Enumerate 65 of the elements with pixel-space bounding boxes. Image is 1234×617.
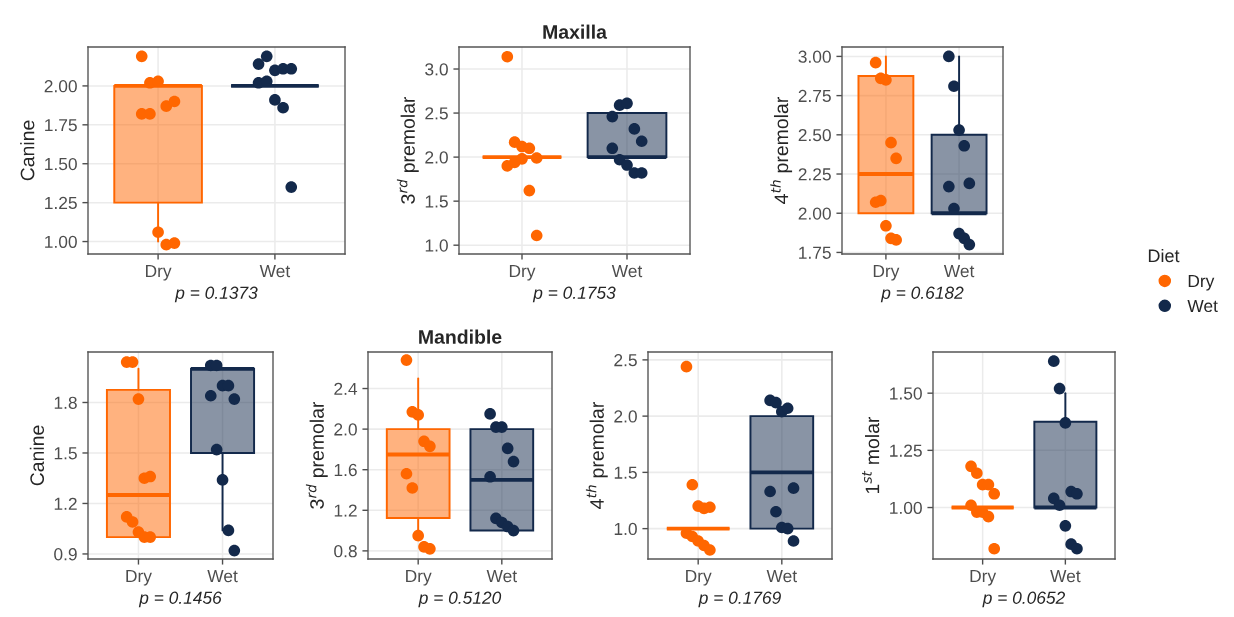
y-tick-label: 2.00 — [798, 207, 831, 220]
y-axis-title: Canine — [20, 120, 35, 181]
y-tick-label: 1.00 — [890, 501, 922, 514]
x-tick-label: Dry — [406, 570, 432, 586]
x-tick-label: Dry — [146, 265, 172, 281]
x-tick-label: Wet — [1050, 570, 1081, 583]
y-tick-label: 1.2 — [334, 504, 357, 517]
x-tick-label: Wet — [486, 570, 517, 583]
y-tick-label: 2.0 — [425, 151, 448, 164]
chart-title: Maxilla — [543, 24, 608, 39]
y-tick-label: 1.50 — [890, 387, 922, 400]
x-tick-label: Dry — [686, 570, 712, 586]
x-tick-label: Dry — [873, 265, 900, 281]
y-axis-title: Canine — [29, 425, 45, 486]
x-tick-label: Dry — [970, 570, 997, 586]
x-tick-label: Wet — [943, 265, 975, 278]
y-tick-label: 1.2 — [54, 497, 77, 510]
x-axis-title: p = 0.1753 — [532, 286, 616, 303]
y-tick-label: 2.0 — [334, 423, 357, 436]
y-axis-title: 4$^{th}$ premolar — [585, 402, 608, 509]
y-tick-label: 1.75 — [45, 119, 77, 132]
y-axis-title: 1$^{st}$ molar — [862, 416, 880, 494]
legend-label: Dry — [1188, 275, 1215, 291]
y-tick-label: 1.6 — [334, 463, 357, 477]
x-tick-label: Wet — [259, 265, 291, 278]
y-axis-title: 3$^{rd}$ premolar — [305, 401, 328, 509]
x-axis-title: p = 0.5120 — [418, 591, 502, 608]
y-axis-title: 3$^{rd}$ premolar — [396, 96, 419, 204]
y-tick-label: 1.5 — [425, 195, 448, 208]
x-tick-label: Wet — [207, 570, 238, 583]
y-tick-label: 1.25 — [890, 444, 922, 457]
y-tick-label: 1.8 — [54, 396, 77, 409]
y-tick-label: 0.9 — [54, 548, 77, 561]
y-tick-label: 2.00 — [44, 80, 77, 93]
y-tick-label: 1.5 — [54, 447, 77, 460]
x-tick-label: Wet — [766, 570, 797, 583]
y-tick-label: 2.5 — [614, 354, 637, 367]
x-tick-label: Dry — [126, 570, 152, 586]
y-tick-label: 1.5 — [614, 466, 637, 479]
y-tick-label: 2.5 — [425, 107, 448, 120]
y-tick-label: 1.00 — [45, 235, 77, 249]
y-tick-label: 1.0 — [614, 522, 637, 536]
y-tick-label: 3.00 — [798, 50, 831, 63]
y-tick-label: 3.0 — [425, 63, 448, 76]
x-axis-title: p = 0.1456 — [138, 591, 222, 608]
y-tick-label: 2.0 — [614, 410, 637, 423]
y-tick-label: 1.0 — [425, 239, 448, 252]
x-axis-title: p = 0.1769 — [698, 591, 781, 608]
x-tick-label: Wet — [611, 265, 643, 278]
x-axis-title: p = 0.0652 — [982, 591, 1066, 608]
x-axis-title: p = 0.6182 — [880, 286, 964, 303]
y-tick-label: 1.25 — [45, 196, 77, 210]
chart-title: Mandible — [419, 329, 502, 344]
legend-title: Diet — [1148, 248, 1180, 263]
y-tick-label: 1.50 — [45, 157, 77, 171]
y-tick-label: 2.50 — [798, 128, 831, 142]
legend-label: Wet — [1187, 299, 1218, 313]
y-tick-label: 2.75 — [798, 89, 831, 103]
y-tick-label: 0.8 — [334, 545, 357, 558]
y-tick-label: 2.25 — [798, 168, 831, 181]
y-tick-label: 2.4 — [334, 382, 358, 395]
x-tick-label: Dry — [509, 265, 536, 281]
x-axis-title: p = 0.1373 — [174, 286, 258, 303]
y-tick-label: 1.75 — [799, 246, 831, 259]
y-axis-title: 4$^{th}$ premolar — [770, 97, 793, 204]
